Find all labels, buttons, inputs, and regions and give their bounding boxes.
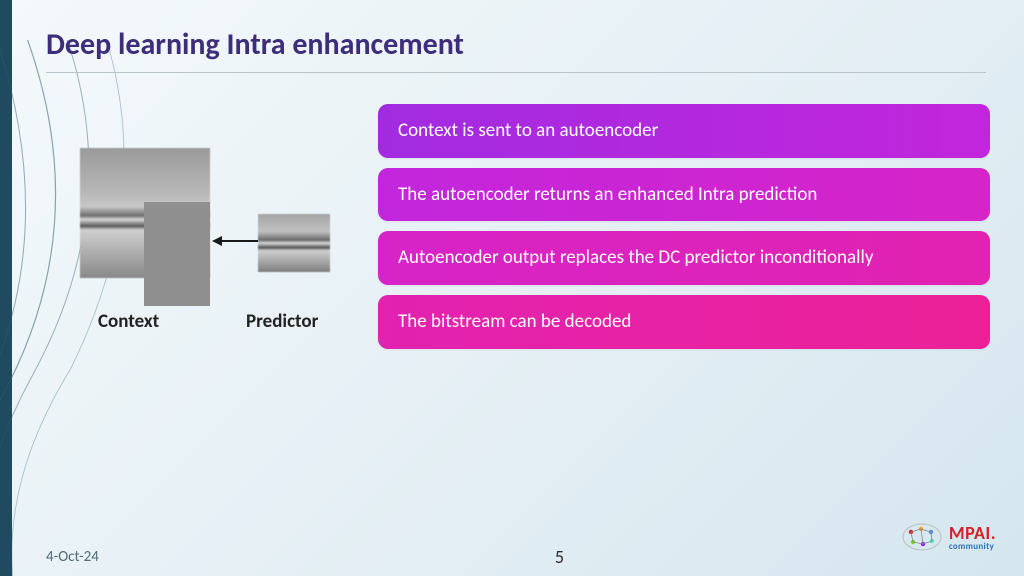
- footer-date: 4-Oct-24: [46, 548, 99, 566]
- logo-main-text: MPAI.: [949, 524, 996, 542]
- bullet-2: The autoencoder returns an enhanced Intr…: [378, 168, 990, 222]
- logo-sub-text: community: [949, 542, 996, 551]
- arrow-left-icon: [212, 235, 258, 247]
- left-accent-bar: [0, 0, 12, 576]
- slide: Deep learning Intra enhancement Context …: [0, 0, 1024, 576]
- bullet-1: Context is sent to an autoencoder: [378, 104, 990, 158]
- mpai-logo: MPAI. community: [901, 522, 996, 552]
- slide-title: Deep learning Intra enhancement: [46, 26, 464, 63]
- title-underline: [46, 72, 986, 73]
- predictor-image: [258, 214, 330, 272]
- context-block-overlay: [144, 202, 210, 306]
- bullet-3: Autoencoder output replaces the DC predi…: [378, 231, 990, 285]
- context-label: Context: [98, 310, 159, 333]
- bullet-list: Context is sent to an autoencoder The au…: [378, 104, 990, 359]
- logo-text: MPAI. community: [949, 524, 996, 551]
- context-predictor-diagram: Context Predictor: [60, 148, 360, 368]
- predictor-label: Predictor: [246, 310, 318, 333]
- footer-page-number: 5: [555, 546, 564, 568]
- bullet-4: The bitstream can be decoded: [378, 295, 990, 349]
- brain-icon: [901, 522, 943, 552]
